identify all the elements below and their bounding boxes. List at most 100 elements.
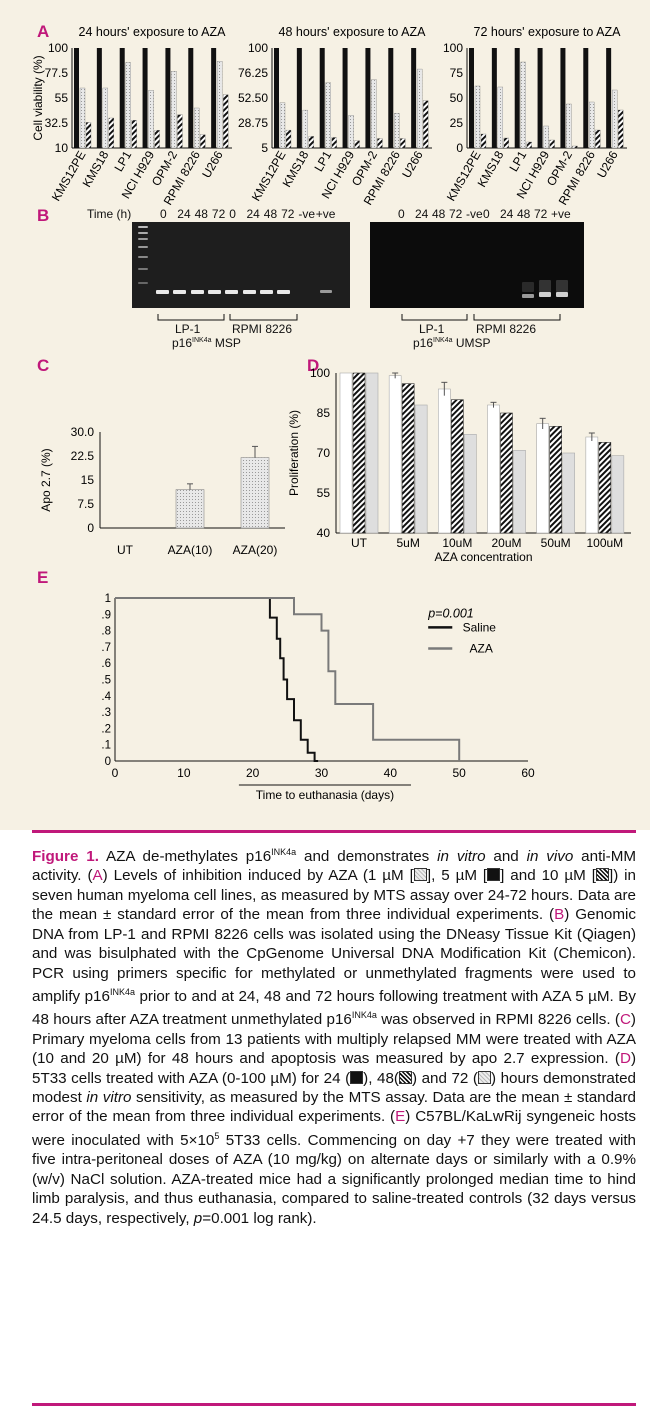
- gel-band: [138, 238, 148, 240]
- legend-label-aza: AZA: [469, 642, 492, 656]
- bar: [526, 141, 532, 149]
- bar: [543, 125, 549, 149]
- y-tick-label: 15: [81, 473, 95, 487]
- gel-lane-label: 24: [500, 207, 514, 221]
- bar: [240, 457, 270, 529]
- x-tick-label: 5uM: [396, 536, 419, 550]
- gel-band: [320, 290, 332, 293]
- bar: [491, 48, 497, 148]
- gel-lane-label: 48: [263, 207, 278, 221]
- bar: [520, 61, 526, 149]
- bar: [285, 129, 292, 149]
- gel-lane-label: 72: [534, 207, 548, 221]
- bar: [549, 426, 562, 534]
- p-value-annotation: p=0.001: [427, 607, 474, 621]
- gel-lane-label: 48: [194, 207, 208, 221]
- gel-band: [138, 226, 148, 228]
- y-axis-label: Proliferation (%): [287, 410, 301, 496]
- bar: [549, 139, 555, 149]
- bar: [562, 452, 575, 534]
- y-tick-label: 55: [317, 486, 331, 500]
- bar: [302, 109, 309, 149]
- x-axis-label: AZA concentration: [434, 550, 532, 564]
- y-axis-label: Apo 2.7 (%): [39, 448, 53, 511]
- x-tick-label: 10: [177, 766, 191, 780]
- bar: [108, 117, 115, 149]
- gel-band: [539, 292, 551, 297]
- x-tick-label: AZA(20): [233, 543, 278, 557]
- gel-band: [522, 294, 534, 298]
- gel-band: [138, 268, 148, 270]
- bar: [371, 79, 377, 149]
- legend-swatch-48h-icon: [398, 1070, 412, 1084]
- x-tick-label: UT: [351, 536, 368, 550]
- bar: [537, 48, 543, 148]
- y-tick-label: .8: [101, 626, 111, 638]
- bar: [416, 68, 423, 149]
- y-tick-label: 30.0: [71, 425, 95, 439]
- gel-band: [242, 290, 256, 294]
- bar: [102, 87, 109, 149]
- bar: [175, 489, 205, 529]
- chart-e-survival: 1 .9 .8 .7 .6 .5 .4 .3 .2 .1 00 10 20 30 40 50 60 Time to…: [101, 593, 535, 802]
- legend-swatch-72h-icon: [477, 1070, 491, 1084]
- gel-band: [138, 232, 148, 234]
- bar: [279, 102, 286, 149]
- bar: [611, 89, 618, 149]
- gel-bracket-lines: [157, 314, 561, 321]
- bar: [342, 48, 348, 148]
- y-tick-label: .9: [101, 609, 111, 621]
- x-tick-label: 20uM: [491, 536, 521, 550]
- bar: [560, 48, 566, 148]
- y-tick-label: 22.5: [71, 449, 95, 463]
- bar: [131, 120, 137, 149]
- legend-swatch-1um-icon: [413, 868, 427, 882]
- bar: [274, 48, 279, 148]
- y-tick-label: 100: [443, 41, 463, 55]
- y-tick-label: 70: [317, 446, 331, 460]
- gel-time-label: Time (h): [87, 207, 132, 221]
- gel-lane-label: 72: [281, 207, 295, 221]
- caption-top-rule: [32, 830, 636, 833]
- bar: [365, 372, 379, 534]
- y-tick-label: 7.5: [77, 497, 94, 511]
- y-tick-label: 5: [261, 141, 268, 155]
- y-tick-label: 10: [55, 141, 69, 155]
- y-tick-label: 76.25: [238, 66, 268, 80]
- bar: [474, 85, 481, 149]
- bar: [595, 129, 601, 149]
- gel-right-group-lp1: LP-1: [419, 322, 445, 336]
- bar: [339, 372, 353, 534]
- gel-band: [259, 290, 273, 294]
- y-tick-label: 75: [450, 66, 464, 80]
- x-tick-label: 10uM: [442, 536, 472, 550]
- gel-band: [138, 282, 148, 284]
- y-tick-label: .5: [101, 675, 111, 687]
- chart-d-proliferation: Proliferation (%) 100 85 70 55 40 UT 5uM 10uM 20u…: [287, 366, 631, 564]
- legend-swatch-5um-icon: [487, 868, 501, 882]
- chart-title: 72 hours' exposure to AZA: [474, 25, 622, 39]
- bar: [438, 388, 451, 534]
- gel-lane-label: 24: [177, 207, 191, 221]
- y-tick-label: 77.5: [45, 66, 69, 80]
- y-tick-label: 0: [87, 521, 94, 535]
- bar: [148, 90, 154, 149]
- bar: [211, 48, 217, 148]
- bar: [388, 48, 394, 148]
- y-tick-label: 32.5: [45, 116, 69, 130]
- bar: [154, 130, 160, 149]
- bar: [348, 115, 354, 149]
- bar: [388, 375, 402, 534]
- y-tick-label: .2: [101, 723, 111, 735]
- survival-curve-aza: [115, 597, 461, 761]
- bar: [513, 450, 526, 534]
- bar: [469, 48, 474, 148]
- bar: [583, 48, 589, 148]
- legend-swatch-10um-icon: [595, 868, 609, 882]
- bar: [566, 103, 572, 149]
- panel-label-d: D: [307, 356, 320, 375]
- bar: [606, 48, 612, 148]
- x-tick-label: 100uM: [586, 536, 623, 550]
- figure-caption: Figure 1. AZA de-methylates p16INK4a and…: [32, 847, 637, 1227]
- y-tick-label: 85: [317, 406, 331, 420]
